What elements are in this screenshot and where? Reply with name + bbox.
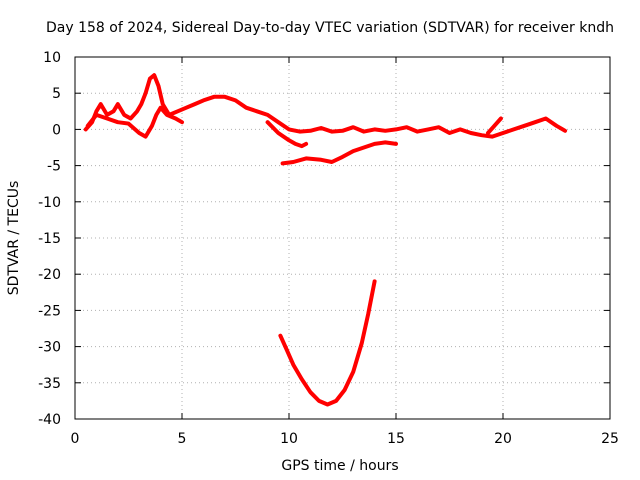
x-axis-label: GPS time / hours xyxy=(281,458,398,474)
x-tick-label: 5 xyxy=(178,431,187,447)
y-tick-label: -20 xyxy=(38,267,61,283)
grid-layer xyxy=(75,57,610,419)
series-line-main-trace xyxy=(83,73,568,139)
tick-layer: 0 5 10 15 20 25 10 5 0 -5 -10 -15 -20 -25 -30 -35 -40 xyxy=(38,50,619,447)
x-tick-label: 20 xyxy=(494,431,512,447)
series-layer xyxy=(83,73,568,407)
x-tick-label: 10 xyxy=(280,431,298,447)
y-tick-label: -10 xyxy=(38,195,61,211)
series-line-negative-branch xyxy=(280,140,398,166)
y-tick-label: -25 xyxy=(38,303,61,319)
series-line-parabola-branch xyxy=(278,279,377,407)
series-line-late-fragment xyxy=(486,116,503,135)
chart-title: Day 158 of 2024, Sidereal Day-to-day VTE… xyxy=(46,20,614,36)
x-tick-label: 0 xyxy=(71,431,80,447)
y-tick-label: -5 xyxy=(47,159,61,175)
series-line-dip-branch-10h xyxy=(265,120,309,149)
series-line-lower-branch-early xyxy=(85,105,184,139)
plot-frame xyxy=(74,56,611,420)
x-tick-label: 25 xyxy=(601,431,619,447)
x-tick-label: 15 xyxy=(387,431,405,447)
y-tick-label: 5 xyxy=(52,86,61,102)
y-tick-label: -30 xyxy=(38,340,61,356)
y-tick-label: -35 xyxy=(38,376,61,392)
y-tick-label: -15 xyxy=(38,231,61,247)
y-tick-label: 0 xyxy=(52,122,61,138)
y-axis-label: SDTVAR / TECUs xyxy=(6,181,22,296)
y-tick-label: 10 xyxy=(43,50,61,66)
y-tick-label: -40 xyxy=(38,412,61,428)
